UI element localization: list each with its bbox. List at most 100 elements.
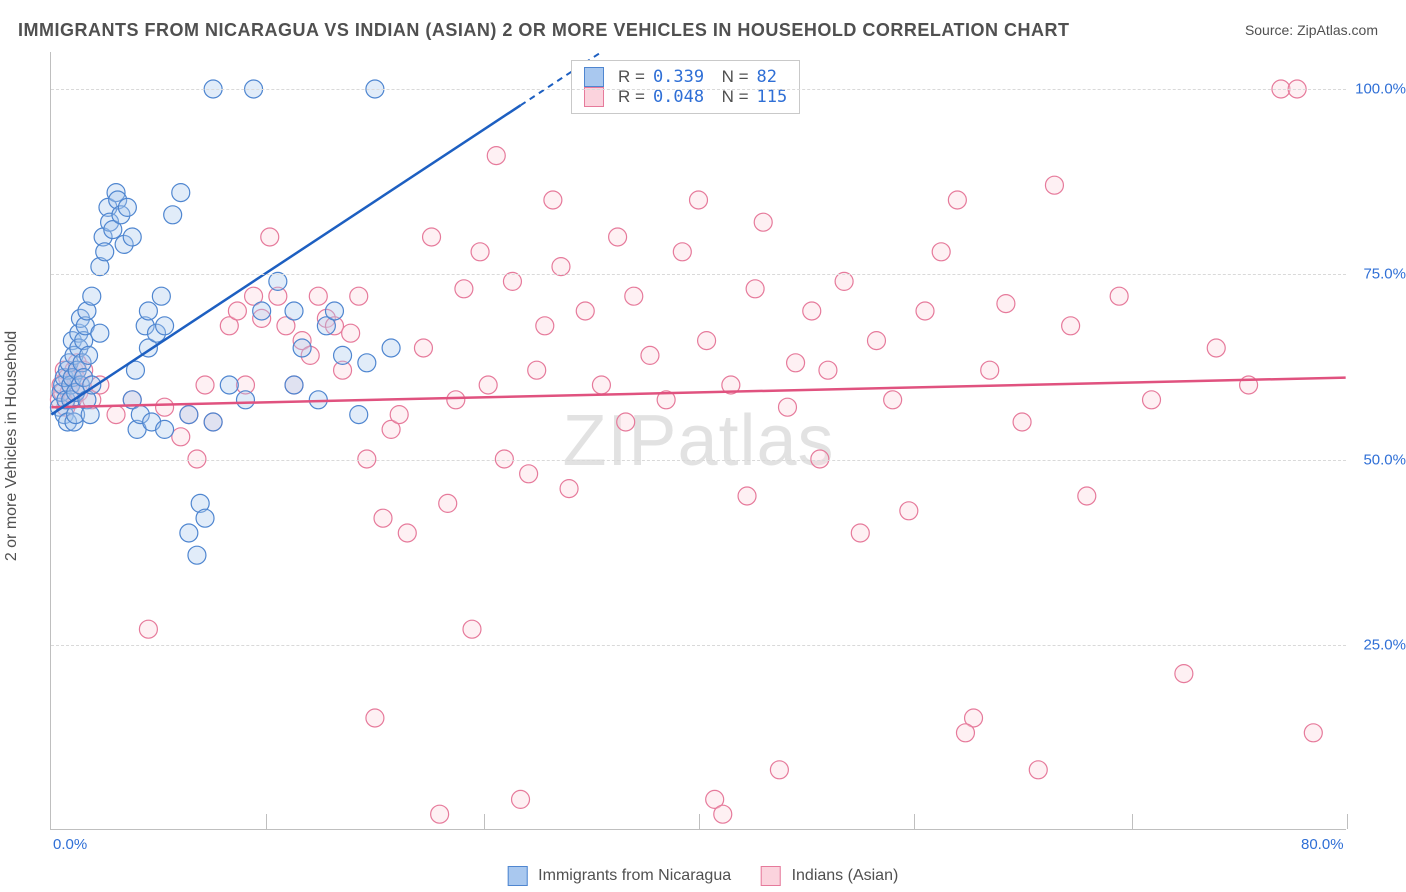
stats-row-a: R = 0.339 N = 82	[584, 67, 787, 87]
data-point	[91, 324, 109, 342]
data-point	[625, 287, 643, 305]
data-point	[285, 302, 303, 320]
data-point	[900, 502, 918, 520]
data-point	[350, 287, 368, 305]
data-point	[867, 332, 885, 350]
data-point	[81, 406, 99, 424]
data-point	[1304, 724, 1322, 742]
data-point	[714, 805, 732, 823]
data-point	[1175, 665, 1193, 683]
legend-label-a: Immigrants from Nicaragua	[538, 867, 731, 884]
data-point	[107, 406, 125, 424]
data-point	[390, 406, 408, 424]
data-point	[293, 339, 311, 357]
data-point	[617, 413, 635, 431]
data-point	[536, 317, 554, 335]
data-point	[374, 509, 392, 527]
data-point	[544, 191, 562, 209]
y-tick-label: 75.0%	[1363, 266, 1406, 283]
data-point	[325, 302, 343, 320]
data-point	[471, 243, 489, 261]
data-point	[698, 332, 716, 350]
data-point	[261, 228, 279, 246]
data-point	[342, 324, 360, 342]
data-point	[1143, 391, 1161, 409]
data-point	[754, 213, 772, 231]
data-point	[487, 147, 505, 165]
data-point	[738, 487, 756, 505]
legend-item-b: Indians (Asian)	[761, 866, 898, 886]
data-point	[439, 494, 457, 512]
chart-title: IMMIGRANTS FROM NICARAGUA VS INDIAN (ASI…	[18, 20, 1070, 41]
data-point	[180, 406, 198, 424]
legend-bottom: Immigrants from Nicaragua Indians (Asian…	[508, 866, 899, 886]
swatch-series-a	[584, 67, 604, 87]
data-point	[236, 391, 254, 409]
data-point	[156, 420, 174, 438]
data-point	[382, 339, 400, 357]
stat-n-a: 82	[757, 67, 777, 87]
x-tick-label: 0.0%	[53, 836, 87, 853]
data-point	[528, 361, 546, 379]
data-point	[560, 480, 578, 498]
data-point	[1062, 317, 1080, 335]
data-point	[948, 191, 966, 209]
data-point	[1045, 176, 1063, 194]
data-point	[431, 805, 449, 823]
data-point	[673, 243, 691, 261]
legend-item-a: Immigrants from Nicaragua	[508, 866, 731, 886]
y-tick-label: 100.0%	[1355, 81, 1406, 98]
data-point	[152, 287, 170, 305]
data-point	[916, 302, 934, 320]
chart-svg	[51, 52, 1346, 829]
data-point	[180, 524, 198, 542]
data-point	[220, 376, 238, 394]
data-point	[196, 509, 214, 527]
data-point	[188, 546, 206, 564]
source-label: Source: ZipAtlas.com	[1245, 22, 1378, 38]
data-point	[981, 361, 999, 379]
data-point	[455, 280, 473, 298]
data-point	[576, 302, 594, 320]
data-point	[228, 302, 246, 320]
stats-legend-box: R = 0.339 N = 82 R = 0.048 N = 115	[571, 60, 800, 114]
data-point	[83, 287, 101, 305]
data-point	[746, 280, 764, 298]
data-point	[778, 398, 796, 416]
data-point	[414, 339, 432, 357]
data-point	[1207, 339, 1225, 357]
data-point	[787, 354, 805, 372]
data-point	[139, 302, 157, 320]
data-point	[156, 317, 174, 335]
data-point	[592, 376, 610, 394]
y-tick-label: 25.0%	[1363, 636, 1406, 653]
stat-label: R =	[618, 67, 645, 87]
data-point	[204, 413, 222, 431]
data-point	[479, 376, 497, 394]
legend-swatch-a	[508, 866, 528, 886]
data-point	[172, 428, 190, 446]
data-point	[1078, 487, 1096, 505]
data-point	[1013, 413, 1031, 431]
data-point	[334, 346, 352, 364]
y-axis-title: 2 or more Vehicles in Household	[3, 331, 21, 561]
data-point	[463, 620, 481, 638]
x-tick-label: 80.0%	[1301, 836, 1344, 853]
data-point	[552, 258, 570, 276]
data-point	[609, 228, 627, 246]
data-point	[172, 184, 190, 202]
data-point	[447, 391, 465, 409]
data-point	[118, 198, 136, 216]
data-point	[398, 524, 416, 542]
data-point	[641, 346, 659, 364]
data-point	[803, 302, 821, 320]
data-point	[1029, 761, 1047, 779]
data-point	[309, 287, 327, 305]
data-point	[285, 376, 303, 394]
data-point	[80, 346, 98, 364]
data-point	[690, 191, 708, 209]
data-point	[997, 295, 1015, 313]
data-point	[156, 398, 174, 416]
data-point	[1110, 287, 1128, 305]
data-point	[520, 465, 538, 483]
